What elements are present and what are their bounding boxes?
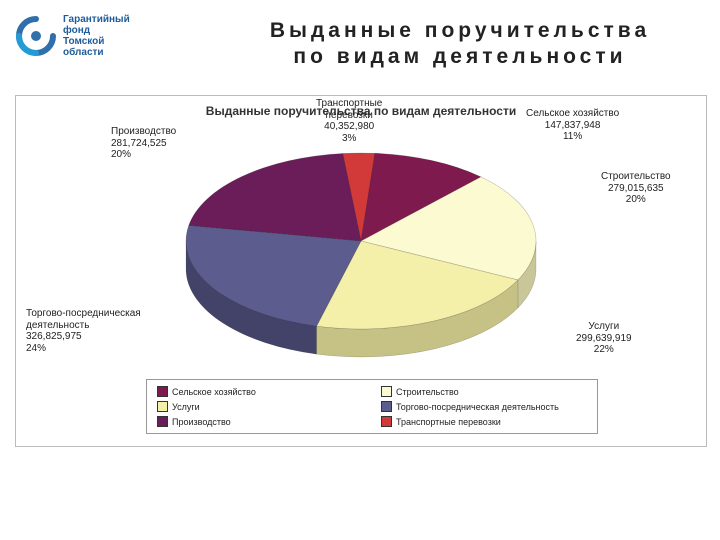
legend-item-services: Услуги [157,401,363,412]
label-transport: Транспортные перевозки 40,352,980 3% [316,98,382,144]
lbl-value: 299,639,919 [576,333,632,345]
legend-item-transport: Транспортные перевозки [381,416,587,427]
legend-swatch-icon [157,401,168,412]
lbl-text: Сельское хозяйство [526,108,619,120]
lbl-pct: 22% [576,344,632,356]
legend-label: Строительство [396,387,459,397]
lbl-value: 281,724,525 [111,138,176,150]
lbl-text: Транспортные [316,98,382,110]
lbl-text: Услуги [576,321,632,333]
pie-svg [176,141,546,371]
chart-area: Выданные поручительства по видам деятель… [15,95,707,447]
label-constr: Строительство 279,015,635 20% [601,171,671,206]
label-prod: Производство 281,724,525 20% [111,126,176,161]
legend-label: Услуги [172,402,200,412]
legend-label: Сельское хозяйство [172,387,256,397]
legend-item-prod: Производство [157,416,363,427]
lbl-text: деятельность [26,320,141,332]
logo-swirl-icon [15,15,57,57]
page-root: Гарантийный фонд Томской области Выданны… [0,0,720,540]
lbl-value: 40,352,980 [316,121,382,133]
label-trade: Торгово-посредническая деятельность 326,… [26,308,141,354]
lbl-text: Торгово-посредническая [26,308,141,320]
legend-label: Торгово-посредническая деятельность [396,402,559,412]
legend-swatch-icon [381,401,392,412]
lbl-text: Производство [111,126,176,138]
lbl-value: 147,837,948 [526,120,619,132]
brand-logo: Гарантийный фонд Томской области [15,8,145,63]
label-agri: Сельское хозяйство 147,837,948 11% [526,108,619,143]
slide-title: Выданные поручительства по видам деятель… [230,18,690,71]
logo-line4: области [63,47,130,58]
lbl-value: 326,825,975 [26,331,141,343]
lbl-text: перевозки [316,110,382,122]
legend-swatch-icon [381,416,392,427]
title-line1: Выданные поручительства [230,18,690,44]
pie-chart [176,141,546,371]
logo-text: Гарантийный фонд Томской области [63,14,130,58]
title-line2: по видам деятельности [230,44,690,70]
logo-line3: Томской [63,36,130,47]
legend-item-agri: Сельское хозяйство [157,386,363,397]
legend-item-constr: Строительство [381,386,587,397]
lbl-pct: 20% [111,149,176,161]
legend-swatch-icon [381,386,392,397]
chart-legend: Сельское хозяйство Строительство Услуги Тор… [146,379,598,434]
legend-swatch-icon [157,416,168,427]
lbl-pct: 20% [601,194,671,206]
lbl-text: Строительство [601,171,671,183]
lbl-pct: 24% [26,343,141,355]
legend-swatch-icon [157,386,168,397]
label-services: Услуги 299,639,919 22% [576,321,632,356]
legend-label: Производство [172,417,231,427]
logo-line2: фонд [63,25,130,36]
legend-label: Транспортные перевозки [396,417,501,427]
legend-item-trade: Торгово-посредническая деятельность [381,401,587,412]
slice-prod [189,153,361,241]
logo-line1: Гарантийный [63,14,130,25]
lbl-value: 279,015,635 [601,183,671,195]
